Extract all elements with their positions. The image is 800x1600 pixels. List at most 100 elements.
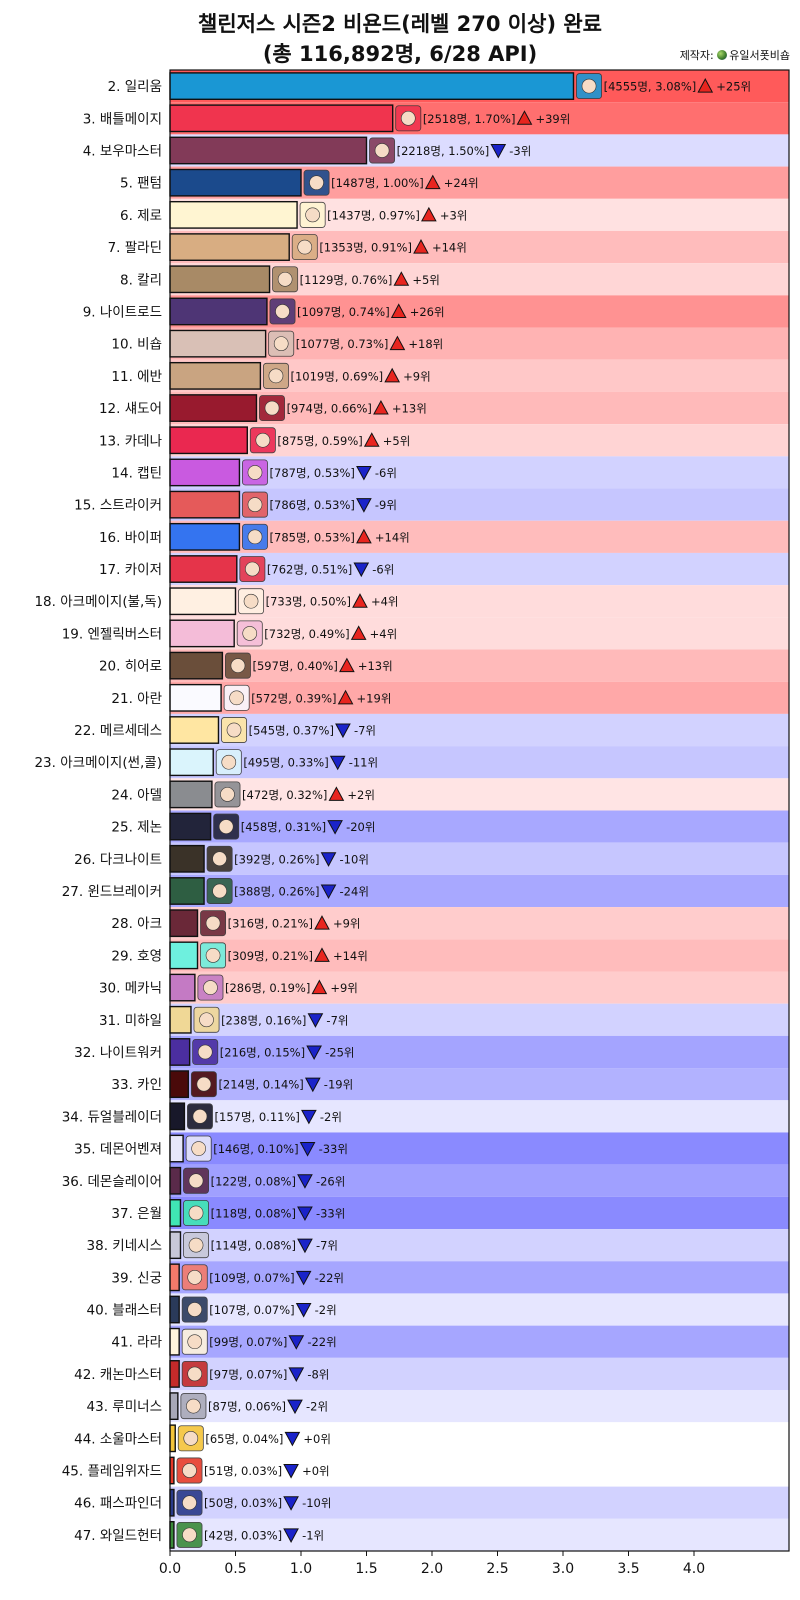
- rank-up-arrow-icon: [328, 786, 345, 801]
- rank-change-label: +14위: [432, 241, 467, 255]
- rank-change-label: +4위: [370, 627, 398, 641]
- x-tick-label: 3.0: [552, 1561, 574, 1577]
- avatar-face-icon: [199, 1012, 214, 1028]
- value-label: [1487명, 1.00%]: [331, 176, 424, 190]
- row-band: [170, 1229, 789, 1262]
- category-label: 22. 메르세데스: [74, 723, 162, 739]
- bar: [169, 941, 199, 970]
- avatar-face-icon: [188, 1205, 204, 1221]
- category-label: 30. 메카닉: [99, 981, 162, 997]
- value-label: [732명, 0.49%]: [264, 627, 349, 641]
- value-label: [109명, 0.07%]: [209, 1271, 294, 1285]
- bar: [169, 1038, 191, 1066]
- row-band: [170, 1196, 789, 1230]
- category-label: 5. 팬텀: [120, 176, 162, 192]
- value-label: [214명, 0.14%]: [218, 1078, 303, 1092]
- avatar-face-icon: [268, 368, 284, 384]
- rank-change-label: -1위: [302, 1528, 324, 1542]
- avatar-face-icon: [203, 980, 218, 995]
- rank-down-arrow-icon: [297, 1174, 313, 1189]
- category-label: 26. 다크나이트: [74, 852, 162, 868]
- x-tick-label: 2.0: [421, 1561, 443, 1577]
- avatar-face-icon: [275, 304, 290, 319]
- category-label: 3. 배틀메이지: [83, 111, 162, 127]
- rank-change-label: +2위: [347, 788, 375, 802]
- rank-change-label: -9위: [375, 498, 397, 512]
- category-label: 33. 카인: [111, 1077, 162, 1093]
- x-tick-label: 4.0: [683, 1561, 705, 1577]
- rank-up-arrow-icon: [314, 947, 330, 962]
- rank-up-arrow-icon: [356, 528, 372, 544]
- rank-change-label: -33위: [319, 1142, 348, 1156]
- avatar-face-icon: [264, 400, 280, 416]
- category-label: 11. 에반: [111, 369, 162, 385]
- rank-up-arrow-icon: [424, 174, 441, 190]
- bar: [169, 780, 213, 809]
- rank-up-arrow-icon: [363, 432, 380, 447]
- avatar-face-icon: [182, 1495, 197, 1511]
- value-label: [1077명, 0.73%]: [296, 337, 389, 351]
- row-band: [170, 1003, 789, 1036]
- value-label: [472명, 0.32%]: [242, 788, 327, 802]
- category-label: 7. 팔라딘: [108, 240, 162, 256]
- rank-up-arrow-icon: [393, 271, 410, 286]
- bar: [169, 329, 267, 358]
- row-band: [170, 778, 789, 811]
- rank-up-arrow-icon: [697, 78, 714, 93]
- value-label: [733명, 0.50%]: [266, 595, 351, 609]
- value-label: [107명, 0.07%]: [209, 1303, 294, 1317]
- category-label: 16. 바이퍼: [99, 530, 162, 546]
- avatar-face-icon: [277, 271, 293, 287]
- category-label: 2. 일리움: [108, 79, 162, 95]
- rank-down-arrow-icon: [301, 1109, 317, 1125]
- bar: [169, 1263, 180, 1292]
- avatar-face-icon: [581, 78, 597, 94]
- value-label: [458명, 0.31%]: [241, 820, 326, 834]
- bar: [169, 1424, 176, 1453]
- category-label: 17. 카이저: [99, 562, 162, 578]
- category-label: 18. 아크메이지(불,독): [34, 594, 162, 610]
- avatar-face-icon: [255, 432, 271, 448]
- rank-down-arrow-icon: [295, 1270, 312, 1286]
- plot-frame: [169, 69, 790, 1552]
- x-tick-label: 1.5: [355, 1561, 377, 1577]
- rank-down-arrow-icon: [297, 1206, 313, 1222]
- avatar-face-icon: [245, 561, 260, 577]
- rank-up-arrow-icon: [384, 367, 401, 383]
- x-tick-label: 2.5: [486, 1561, 508, 1577]
- avatar-face-icon: [182, 1527, 197, 1543]
- rank-change-label: +24위: [444, 176, 479, 190]
- category-label: 4. 보우마스터: [83, 143, 162, 159]
- rank-change-label: -22위: [307, 1335, 336, 1349]
- rank-down-arrow-icon: [288, 1367, 305, 1382]
- rank-change-label: +26위: [410, 305, 445, 319]
- rank-change-label: +39위: [535, 112, 570, 126]
- avatar-face-icon: [191, 1141, 206, 1156]
- bar: [169, 1134, 184, 1163]
- bar: [169, 394, 258, 422]
- rank-down-arrow-icon: [283, 1528, 299, 1543]
- bar: [169, 844, 205, 873]
- row-band: [170, 456, 789, 489]
- category-label: 31. 미하일: [99, 1013, 162, 1029]
- row-band: [170, 1454, 789, 1487]
- category-label: 14. 캡틴: [111, 465, 162, 481]
- rank-change-label: +14위: [375, 530, 410, 544]
- category-label: 25. 제논: [111, 820, 162, 836]
- chart-subtitle: (총 116,892명, 6/28 API): [262, 42, 538, 66]
- category-label: 42. 캐논마스터: [74, 1367, 162, 1383]
- category-label: 40. 블래스터: [87, 1303, 162, 1319]
- row-band: [170, 1132, 789, 1165]
- bar: [169, 619, 235, 648]
- category-label: 44. 소울마스터: [74, 1431, 162, 1447]
- row-band: [170, 681, 789, 714]
- row-band: [170, 1035, 789, 1069]
- bar: [169, 200, 298, 229]
- avatar-face-icon: [247, 497, 263, 512]
- avatar-face-icon: [192, 1109, 208, 1124]
- category-label: 20. 히어로: [99, 659, 162, 675]
- rank-change-label: -11위: [349, 756, 378, 770]
- avatar-face-icon: [205, 915, 221, 931]
- rank-down-arrow-icon: [299, 1142, 316, 1157]
- rank-change-label: +5위: [412, 273, 440, 287]
